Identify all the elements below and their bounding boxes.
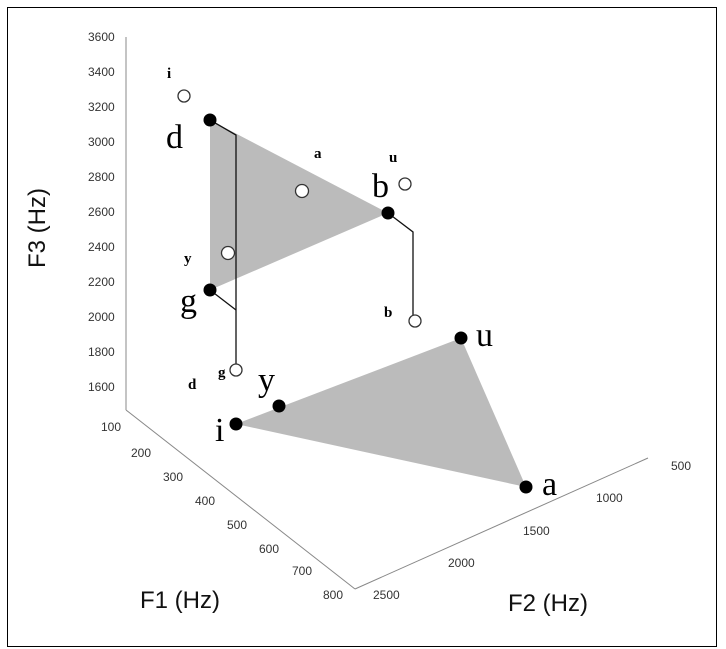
y-tick-label: 1000 [596, 491, 623, 505]
open-point-g-d [229, 363, 243, 377]
z-axis-label: F3 (Hz) [24, 188, 51, 268]
z-tick-label: 3000 [88, 135, 115, 149]
z-tick-label: 1600 [88, 380, 115, 394]
open-point-b [408, 314, 422, 328]
x-tick-label: 600 [259, 542, 279, 556]
filled-point-i [229, 417, 243, 431]
open-label-b: b [384, 305, 392, 321]
open-point-u [398, 177, 412, 191]
filled-point-d [203, 113, 217, 127]
y-tick-labels: 2500 2000 1500 1000 500 [373, 459, 691, 602]
z-tick-labels: 3600 3400 3200 3000 2800 2600 2400 2200 … [88, 30, 115, 394]
y-tick-label: 2000 [448, 556, 475, 570]
filled-point-y [272, 399, 286, 413]
x-tick-label: 300 [163, 470, 183, 484]
z-tick-label: 2000 [88, 310, 115, 324]
open-point-a [294, 183, 310, 199]
x-axis-line [125, 409, 356, 590]
lower-vowel-triangle [236, 338, 526, 487]
open-label-a: a [314, 146, 322, 162]
z-tick-label: 3200 [88, 100, 115, 114]
filled-point-a [519, 480, 533, 494]
filled-point-g [203, 283, 217, 297]
z-tick-label: 2600 [88, 205, 115, 219]
y-axis-label: F2 (Hz) [508, 590, 588, 617]
point-label-y: y [258, 362, 275, 399]
x-tick-label: 100 [101, 420, 121, 434]
b-projection-line [387, 212, 414, 322]
z-tick-label: 2400 [88, 240, 115, 254]
x-tick-label: 200 [131, 446, 151, 460]
x-tick-label: 500 [227, 518, 247, 532]
point-label-a: a [542, 466, 557, 503]
x-axis-label: F1 (Hz) [140, 587, 220, 614]
upper-vowel-triangle [210, 120, 388, 290]
open-label-d: d [188, 377, 197, 393]
point-label-d: d [166, 119, 183, 156]
filled-point-u [454, 331, 468, 345]
point-label-u: u [476, 317, 493, 354]
filled-point-b [381, 206, 395, 220]
point-label-g: g [180, 283, 197, 320]
y-axis-line [354, 457, 649, 590]
open-point-i [177, 89, 191, 103]
x-tick-label: 800 [323, 588, 343, 602]
z-tick-label: 2200 [88, 275, 115, 289]
point-label-i: i [215, 412, 224, 449]
z-tick-label: 3400 [88, 65, 115, 79]
figure-frame [7, 7, 717, 647]
open-label-i: i [167, 66, 171, 82]
z-tick-label: 1800 [88, 345, 115, 359]
d-projection-line [209, 119, 237, 370]
open-label-y: y [184, 251, 192, 267]
open-point-y [220, 245, 236, 261]
open-label-u: u [389, 150, 397, 166]
x-tick-label: 700 [292, 564, 312, 578]
z-tick-label: 3600 [88, 30, 115, 44]
y-tick-label: 500 [671, 459, 691, 473]
open-label-g: g [218, 365, 226, 381]
y-tick-label: 1500 [523, 524, 550, 538]
point-label-b: b [372, 168, 389, 205]
x-tick-label: 400 [195, 494, 215, 508]
x-tick-labels: 100 200 300 400 500 600 700 800 [101, 420, 343, 602]
z-tick-label: 2800 [88, 170, 115, 184]
y-tick-label: 2500 [373, 588, 400, 602]
